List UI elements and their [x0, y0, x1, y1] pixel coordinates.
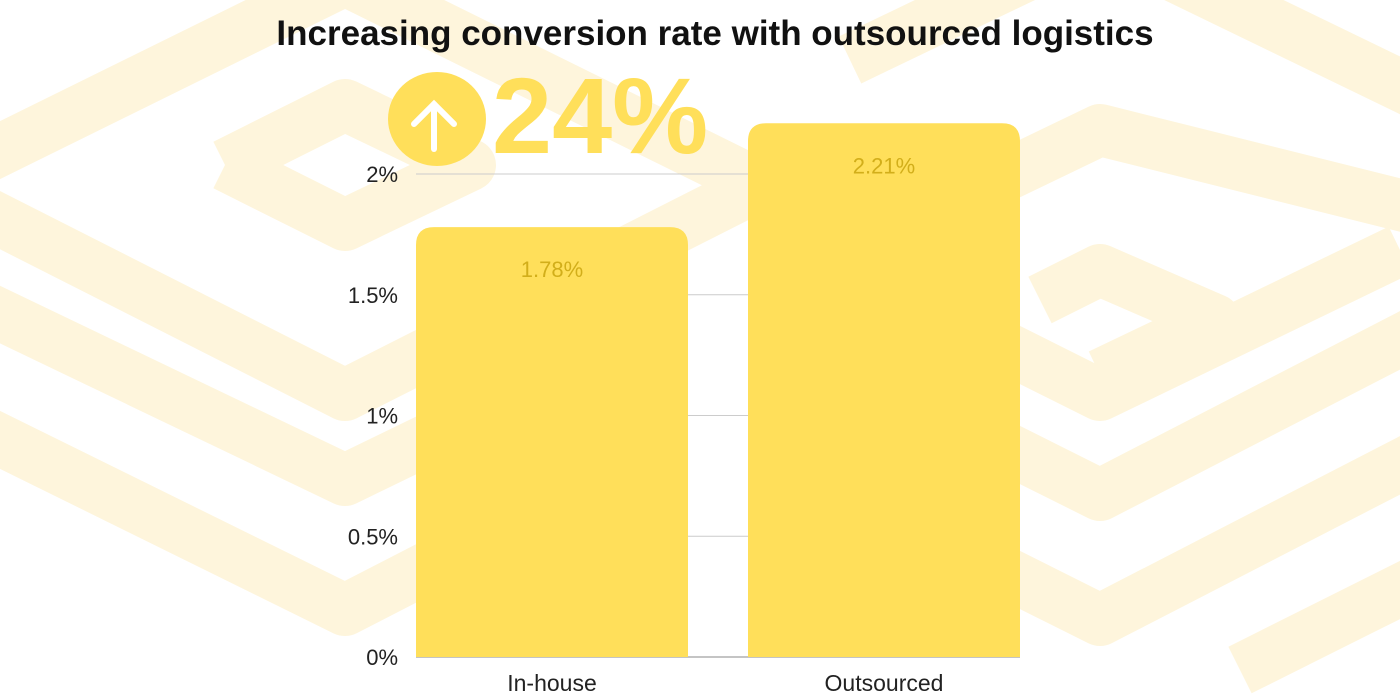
y-tick-label: 0.5%: [348, 524, 398, 549]
bar: [416, 227, 688, 657]
bar: [748, 123, 1020, 657]
x-tick-label: In-house: [507, 670, 597, 696]
y-tick-label: 2%: [366, 162, 398, 187]
data-label: 1.78%: [521, 257, 583, 282]
increase-value: 24%: [492, 55, 709, 176]
x-tick-label: Outsourced: [825, 670, 944, 696]
data-label: 2.21%: [853, 153, 915, 178]
arrow-up-circle-icon: [388, 72, 486, 166]
y-tick-label: 1.5%: [348, 283, 398, 308]
chart-title: Increasing conversion rate with outsourc…: [276, 14, 1154, 53]
y-tick-label: 0%: [366, 645, 398, 670]
y-tick-label: 1%: [366, 404, 398, 429]
